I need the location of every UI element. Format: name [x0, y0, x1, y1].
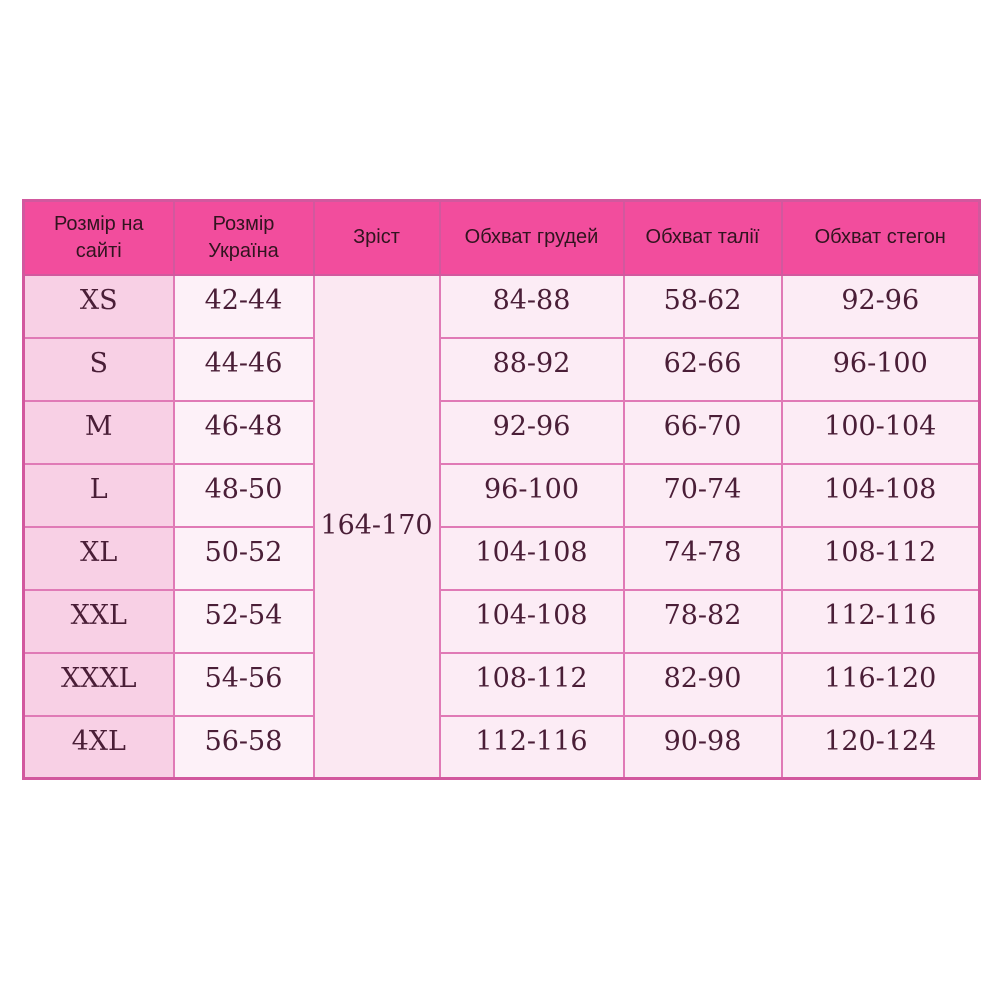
site-size-value: S [22, 336, 175, 402]
hips-value: 92-96 [780, 273, 981, 339]
table-row-xl: XL 50-52 104-108 74-78 108-112 [22, 525, 981, 591]
chest-value: 104-108 [438, 525, 625, 591]
table-row-4xl: 4XL 56-58 112-116 90-98 120-124 [22, 714, 981, 780]
waist-value: 78-82 [622, 588, 783, 654]
ukraine-size-value: 56-58 [172, 714, 315, 780]
hips-value: 116-120 [780, 651, 981, 717]
hips-value: 120-124 [780, 714, 981, 780]
chest-value: 96-100 [438, 462, 625, 528]
ukraine-size-value: 54-56 [172, 651, 315, 717]
site-size-value: XXL [22, 588, 175, 654]
chest-value: 88-92 [438, 336, 625, 402]
height-merged-cell: 164-170 [312, 273, 441, 780]
site-size-value: XXXL [22, 651, 175, 717]
table-row-xxxl: XXXL 54-56 108-112 82-90 116-120 [22, 651, 981, 717]
ukraine-size-value: 52-54 [172, 588, 315, 654]
ukraine-size-value: 50-52 [172, 525, 315, 591]
site-size-value: M [22, 399, 175, 465]
col-header-ukraine-size: Розмір Україна [172, 199, 315, 276]
chest-value: 92-96 [438, 399, 625, 465]
site-size-value: L [22, 462, 175, 528]
col-header-hips: Обхват стегон [780, 199, 981, 276]
chest-value: 84-88 [438, 273, 625, 339]
waist-value: 70-74 [622, 462, 783, 528]
table-row-s: S 44-46 88-92 62-66 96-100 [22, 336, 981, 402]
hips-value: 112-116 [780, 588, 981, 654]
waist-value: 58-62 [622, 273, 783, 339]
chest-value: 104-108 [438, 588, 625, 654]
ukraine-size-value: 46-48 [172, 399, 315, 465]
table-row-xxl: XXL 52-54 104-108 78-82 112-116 [22, 588, 981, 654]
table-row-xs: XS 42-44 164-170 84-88 58-62 92-96 [22, 273, 981, 780]
waist-value: 90-98 [622, 714, 783, 780]
chest-value: 108-112 [438, 651, 625, 717]
col-header-waist: Обхват талії [622, 199, 783, 276]
site-size-value: XL [22, 525, 175, 591]
site-size-value: 4XL [22, 714, 175, 780]
ukraine-size-value: 42-44 [172, 273, 315, 339]
waist-value: 62-66 [622, 336, 783, 402]
size-chart-table: Розмір на сайті Розмір Україна Зріст Обх… [22, 199, 981, 780]
waist-value: 82-90 [622, 651, 783, 717]
table-row-m: M 46-48 92-96 66-70 100-104 [22, 399, 981, 465]
col-header-chest: Обхват грудей [438, 199, 625, 276]
hips-value: 104-108 [780, 462, 981, 528]
waist-value: 66-70 [622, 399, 783, 465]
header-row: Розмір на сайті Розмір Україна Зріст Обх… [22, 199, 981, 276]
waist-value: 74-78 [622, 525, 783, 591]
hips-value: 108-112 [780, 525, 981, 591]
ukraine-size-value: 44-46 [172, 336, 315, 402]
site-size-value: XS [22, 273, 175, 339]
col-header-height: Зріст [312, 199, 441, 276]
table-row-l: L 48-50 96-100 70-74 104-108 [22, 462, 981, 528]
chest-value: 112-116 [438, 714, 625, 780]
col-header-site-size: Розмір на сайті [22, 199, 175, 276]
hips-value: 96-100 [780, 336, 981, 402]
hips-value: 100-104 [780, 399, 981, 465]
ukraine-size-value: 48-50 [172, 462, 315, 528]
